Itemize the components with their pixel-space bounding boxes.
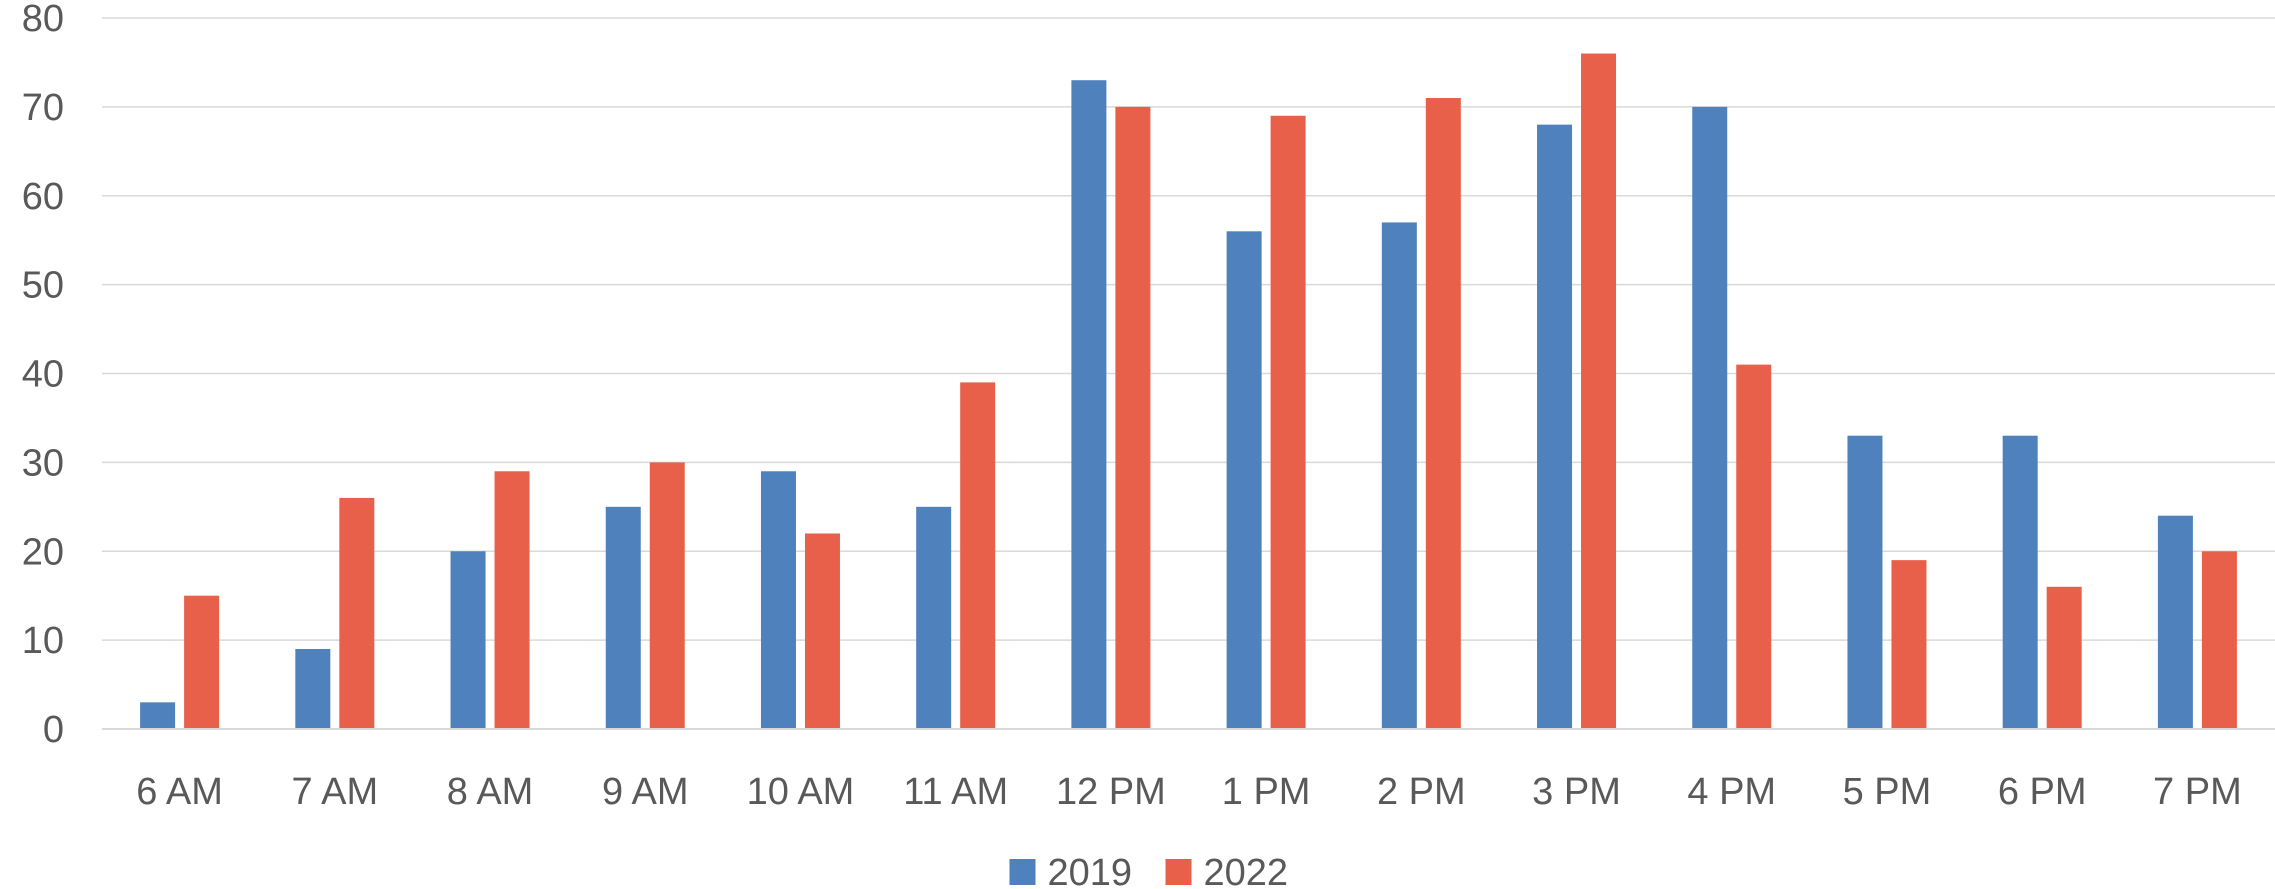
- x-tick-label: 7 PM: [2153, 771, 2242, 813]
- y-tick-label: 60: [22, 176, 64, 218]
- bar-2022-7-pm: [2201, 551, 2237, 729]
- bar-2022-10-am: [804, 533, 840, 729]
- x-tick-label: 12 PM: [1056, 771, 1166, 813]
- legend-label: 2022: [1204, 852, 1289, 889]
- bar-2022-8-am: [494, 471, 530, 729]
- legend-swatch-2019: [1009, 859, 1036, 885]
- gridlines: [102, 17, 2275, 641]
- y-tick-label: 10: [22, 620, 64, 662]
- bar-series: [140, 53, 2237, 730]
- bar-2022-7-am: [339, 497, 375, 729]
- bar-2022-3-pm: [1581, 53, 1617, 730]
- bar-2019-2-pm: [1381, 222, 1417, 729]
- bar-2019-7-pm: [2157, 515, 2193, 729]
- bar-2022-6-am: [184, 595, 220, 729]
- bar-2022-5-pm: [1891, 560, 1927, 729]
- bar-2019-3-pm: [1537, 124, 1573, 729]
- legend-swatch-2022: [1165, 859, 1192, 885]
- x-tick-label: 11 AM: [903, 771, 1008, 813]
- bar-2019-11-am: [916, 506, 952, 729]
- x-axis: 6 AM 7 AM 8 AM 9 AM 10 AM 11 AM 12 PM 1 PM 2 PM 3…: [136, 771, 2241, 813]
- x-tick-label: 10 AM: [747, 771, 855, 813]
- x-tick-label: 3 PM: [1532, 771, 1621, 813]
- x-tick-label: 2 PM: [1377, 771, 1466, 813]
- bar-2019-12-pm: [1071, 80, 1107, 729]
- y-tick-label: 30: [22, 442, 64, 484]
- legend: 2019 2022: [1009, 852, 1289, 889]
- bar-2019-4-pm: [1692, 106, 1728, 729]
- bar-2022-6-pm: [2046, 586, 2082, 729]
- y-tick-label: 0: [43, 709, 64, 751]
- y-tick-label: 70: [22, 87, 64, 129]
- bar-2019-10-am: [760, 471, 796, 729]
- y-tick-label: 50: [22, 265, 64, 307]
- bar-2019-1-pm: [1226, 231, 1262, 730]
- bar-2022-2-pm: [1425, 97, 1461, 730]
- x-tick-label: 7 AM: [292, 771, 379, 813]
- x-tick-label: 1 PM: [1222, 771, 1311, 813]
- y-tick-label: 40: [22, 354, 64, 396]
- y-axis: 0 10 20 30 40 50 60 70 80: [22, 0, 64, 751]
- y-tick-label: 80: [22, 0, 64, 40]
- bar-2019-6-am: [140, 702, 176, 729]
- bar-2019-8-am: [450, 551, 486, 729]
- bar-2022-1-pm: [1270, 115, 1306, 729]
- bar-2019-5-pm: [1847, 435, 1883, 729]
- bar-2022-12-pm: [1115, 106, 1151, 729]
- y-tick-label: 20: [22, 531, 64, 573]
- x-tick-label: 5 PM: [1843, 771, 1932, 813]
- bar-2022-9-am: [649, 462, 685, 729]
- bar-2019-6-pm: [2002, 435, 2038, 729]
- bar-2022-11-am: [960, 382, 996, 729]
- bar-2019-9-am: [605, 506, 641, 729]
- x-tick-label: 6 PM: [1998, 771, 2087, 813]
- x-tick-label: 9 AM: [602, 771, 689, 813]
- x-tick-label: 6 AM: [136, 771, 223, 813]
- x-tick-label: 8 AM: [447, 771, 534, 813]
- legend-label: 2019: [1048, 852, 1133, 889]
- bar-2019-7-am: [295, 649, 331, 729]
- x-tick-label: 4 PM: [1687, 771, 1776, 813]
- bar-2022-4-pm: [1736, 364, 1772, 729]
